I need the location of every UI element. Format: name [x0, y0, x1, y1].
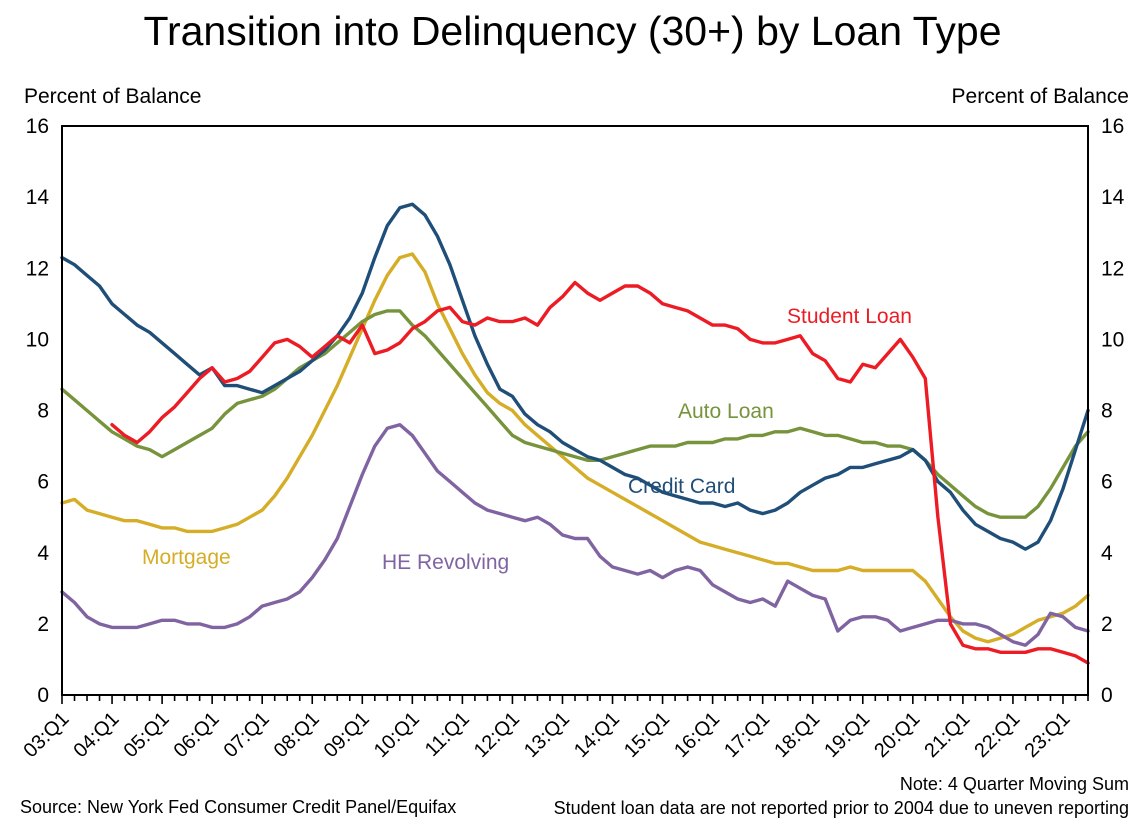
x-tick-label: 03:Q1 — [19, 708, 73, 762]
y-tick-label-left: 12 — [26, 257, 49, 280]
y-axis-title-left: Percent of Balance — [24, 85, 202, 108]
series-label-credit-card: Credit Card — [628, 475, 736, 498]
source-text: Source: New York Fed Consumer Credit Pan… — [20, 797, 457, 817]
x-tick-label: 12:Q1 — [470, 708, 524, 762]
x-tick-label: 23:Q1 — [1020, 708, 1074, 762]
x-tick-label: 10:Q1 — [370, 708, 424, 762]
y-tick-label-left: 8 — [37, 400, 49, 423]
x-tick-label: 04:Q1 — [70, 708, 124, 762]
y-tick-label-left: 0 — [37, 684, 49, 707]
y-tick-label-right: 12 — [1101, 257, 1124, 280]
series-label-student-loan: Student Loan — [787, 305, 912, 328]
plot-frame — [61, 125, 1089, 696]
x-tick-label: 15:Q1 — [620, 708, 674, 762]
note-line-1: Note: 4 Quarter Moving Sum — [899, 774, 1129, 794]
series-line-mortgage — [60, 252, 1090, 644]
series-label-auto-loan: Auto Loan — [678, 400, 774, 423]
y-tick-label-right: 16 — [1101, 115, 1124, 138]
y-tick-label-right: 10 — [1101, 328, 1124, 351]
y-tick-label-right: 6 — [1101, 471, 1113, 494]
x-tick-label: 16:Q1 — [670, 708, 724, 762]
y-tick-label-right: 0 — [1101, 684, 1113, 707]
x-tick-label: 18:Q1 — [770, 708, 824, 762]
chart-title: Transition into Delinquency (30+) by Loa… — [143, 8, 1002, 54]
x-tick-label: 19:Q1 — [820, 708, 874, 762]
y-tick-label-left: 6 — [37, 471, 49, 494]
x-tick-label: 09:Q1 — [320, 708, 374, 762]
x-tick-label: 20:Q1 — [870, 708, 924, 762]
note-line-2: Student loan data are not reported prior… — [553, 798, 1129, 818]
x-tick-label: 21:Q1 — [920, 708, 974, 762]
x-tick-label: 07:Q1 — [220, 708, 274, 762]
y-tick-label-left: 14 — [26, 186, 50, 209]
x-tick-label: 22:Q1 — [970, 708, 1024, 762]
series-label-mortgage: Mortgage — [142, 546, 231, 569]
y-tick-label-left: 10 — [26, 328, 49, 351]
series-label-he-revolving: HE Revolving — [382, 551, 510, 574]
x-tick-label: 05:Q1 — [120, 708, 174, 762]
x-tick-label: 11:Q1 — [421, 708, 474, 761]
y-tick-label-right: 4 — [1101, 542, 1113, 565]
x-tick-label: 17:Q1 — [720, 708, 774, 762]
x-tick-label: 06:Q1 — [170, 708, 224, 762]
y-tick-label-left: 16 — [26, 115, 49, 138]
x-tick-label: 08:Q1 — [270, 708, 324, 762]
series-line-student-loan — [110, 280, 1090, 665]
y-axis-title-right: Percent of Balance — [951, 85, 1129, 108]
y-tick-label-right: 2 — [1101, 613, 1113, 636]
y-tick-label-right: 14 — [1101, 186, 1125, 209]
x-tick-label: 13:Q1 — [520, 708, 574, 762]
series-line-credit-card — [60, 202, 1090, 551]
x-tick-label: 14:Q1 — [570, 708, 624, 762]
y-tick-label-right: 8 — [1101, 400, 1113, 423]
y-tick-label-left: 4 — [37, 542, 49, 565]
note-block: Note: 4 Quarter Moving Sum Student loan … — [554, 772, 1129, 820]
series-line-he-revolving — [60, 423, 1090, 647]
y-tick-label-left: 2 — [37, 613, 49, 636]
